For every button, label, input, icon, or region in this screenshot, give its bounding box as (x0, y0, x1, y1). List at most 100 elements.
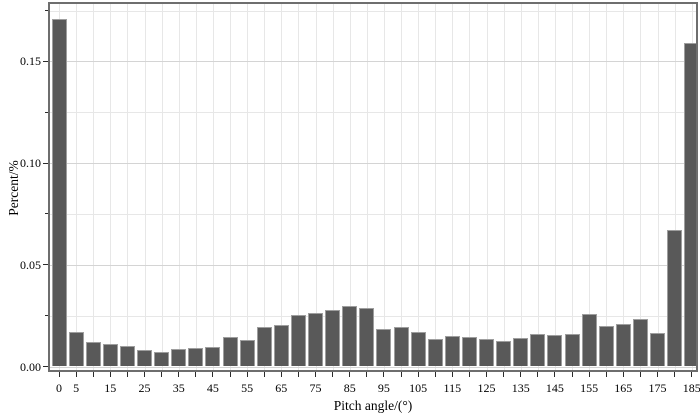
x-tick-label: 75 (309, 381, 322, 395)
gridline-vertical (93, 4, 95, 370)
gridline-vertical (281, 4, 283, 370)
histogram-bar (667, 230, 683, 367)
x-tick-label: 175 (648, 381, 667, 395)
gridline-vertical (537, 4, 539, 370)
x-tick (280, 372, 282, 377)
y-tick (43, 264, 48, 266)
histogram-bar (530, 333, 546, 367)
x-tick (588, 372, 590, 377)
x-axis-title: Pitch angle/(°) (333, 398, 413, 413)
histogram-bar (632, 318, 648, 367)
y-axis-title: Percent/% (6, 160, 21, 216)
x-tick-label: 115 (443, 381, 462, 395)
gridline-vertical (554, 4, 556, 370)
gridline-vertical (247, 4, 249, 370)
y-tick-label: 0.15 (20, 54, 41, 69)
x-tick-label: 65 (275, 381, 288, 395)
histogram-bar (650, 332, 665, 367)
gridline-vertical (127, 4, 129, 370)
gridline-vertical (589, 4, 591, 370)
histogram-bar (308, 312, 323, 367)
gridline-horizontal-minor (50, 213, 696, 215)
histogram-bar (461, 337, 477, 367)
histogram-bar (325, 309, 341, 367)
histogram-bar (290, 314, 306, 367)
histogram-bar (615, 323, 631, 367)
gridline-vertical (366, 4, 368, 370)
x-tick-label: 15 (104, 381, 117, 395)
gridline-vertical (144, 4, 146, 370)
x-tick (92, 372, 94, 377)
histogram-bar (171, 349, 187, 367)
x-tick (434, 372, 436, 377)
x-tick (349, 372, 351, 377)
x-tick-label: 185 (682, 381, 700, 395)
gridline-vertical (161, 4, 163, 370)
gridline-vertical (486, 4, 488, 370)
y-tick (43, 60, 48, 62)
gridline-vertical (332, 4, 334, 370)
x-tick (417, 372, 419, 377)
gridline-vertical (520, 4, 522, 370)
gridline-vertical (383, 4, 385, 370)
x-tick-label: 135 (511, 381, 530, 395)
gridline-vertical (315, 4, 317, 370)
x-tick (126, 372, 128, 377)
gridline-vertical (178, 4, 180, 370)
gridline-vertical (401, 4, 402, 370)
x-tick (520, 372, 522, 377)
x-tick-label: 25 (138, 381, 151, 395)
histogram-bar (479, 339, 494, 367)
histogram-bar (273, 324, 289, 367)
x-tick (537, 372, 539, 377)
histogram-bar (547, 334, 563, 367)
histogram-bar (102, 344, 118, 367)
gridline-vertical (572, 4, 573, 370)
x-tick (161, 372, 163, 377)
x-tick (383, 372, 385, 377)
histogram-bar (393, 326, 409, 367)
gridline-vertical (195, 4, 197, 370)
gridline-vertical (264, 4, 266, 370)
x-tick (212, 372, 214, 377)
gridline-vertical (212, 4, 214, 370)
x-tick (605, 372, 607, 377)
x-tick (366, 372, 368, 377)
gridline-vertical (435, 4, 437, 370)
y-minor-tick (45, 111, 48, 113)
gridline-vertical (640, 4, 642, 370)
x-tick-label: 55 (241, 381, 254, 395)
x-tick (144, 372, 145, 377)
x-tick-label: 165 (614, 381, 633, 395)
histogram-bar (581, 313, 597, 367)
histogram-bar (137, 350, 152, 367)
y-tick (43, 162, 48, 164)
x-tick (315, 372, 316, 377)
x-tick (332, 372, 334, 377)
histogram-bar (496, 341, 512, 367)
histogram-bar (222, 337, 238, 367)
gridline-vertical (623, 4, 625, 370)
histogram-bar (239, 340, 255, 367)
gridline-vertical (606, 4, 608, 370)
gridline-vertical (76, 4, 78, 370)
gridline-horizontal-major (50, 264, 696, 266)
x-tick (75, 372, 77, 377)
x-tick (657, 372, 658, 377)
x-tick (503, 372, 505, 377)
gridline-horizontal-minor (50, 112, 696, 114)
x-tick (195, 372, 197, 377)
histogram-bar (564, 333, 580, 367)
x-tick-label: 85 (343, 381, 356, 395)
gridline-vertical (349, 4, 351, 370)
x-tick (400, 372, 402, 377)
x-tick (468, 372, 470, 377)
x-tick (674, 372, 676, 377)
histogram-bar (513, 338, 529, 367)
y-minor-tick (45, 213, 48, 215)
gridline-vertical (657, 4, 659, 370)
x-tick-label: 145 (545, 381, 564, 395)
y-tick-label: 0.10 (20, 156, 41, 171)
y-tick-label: 0.05 (20, 257, 41, 272)
